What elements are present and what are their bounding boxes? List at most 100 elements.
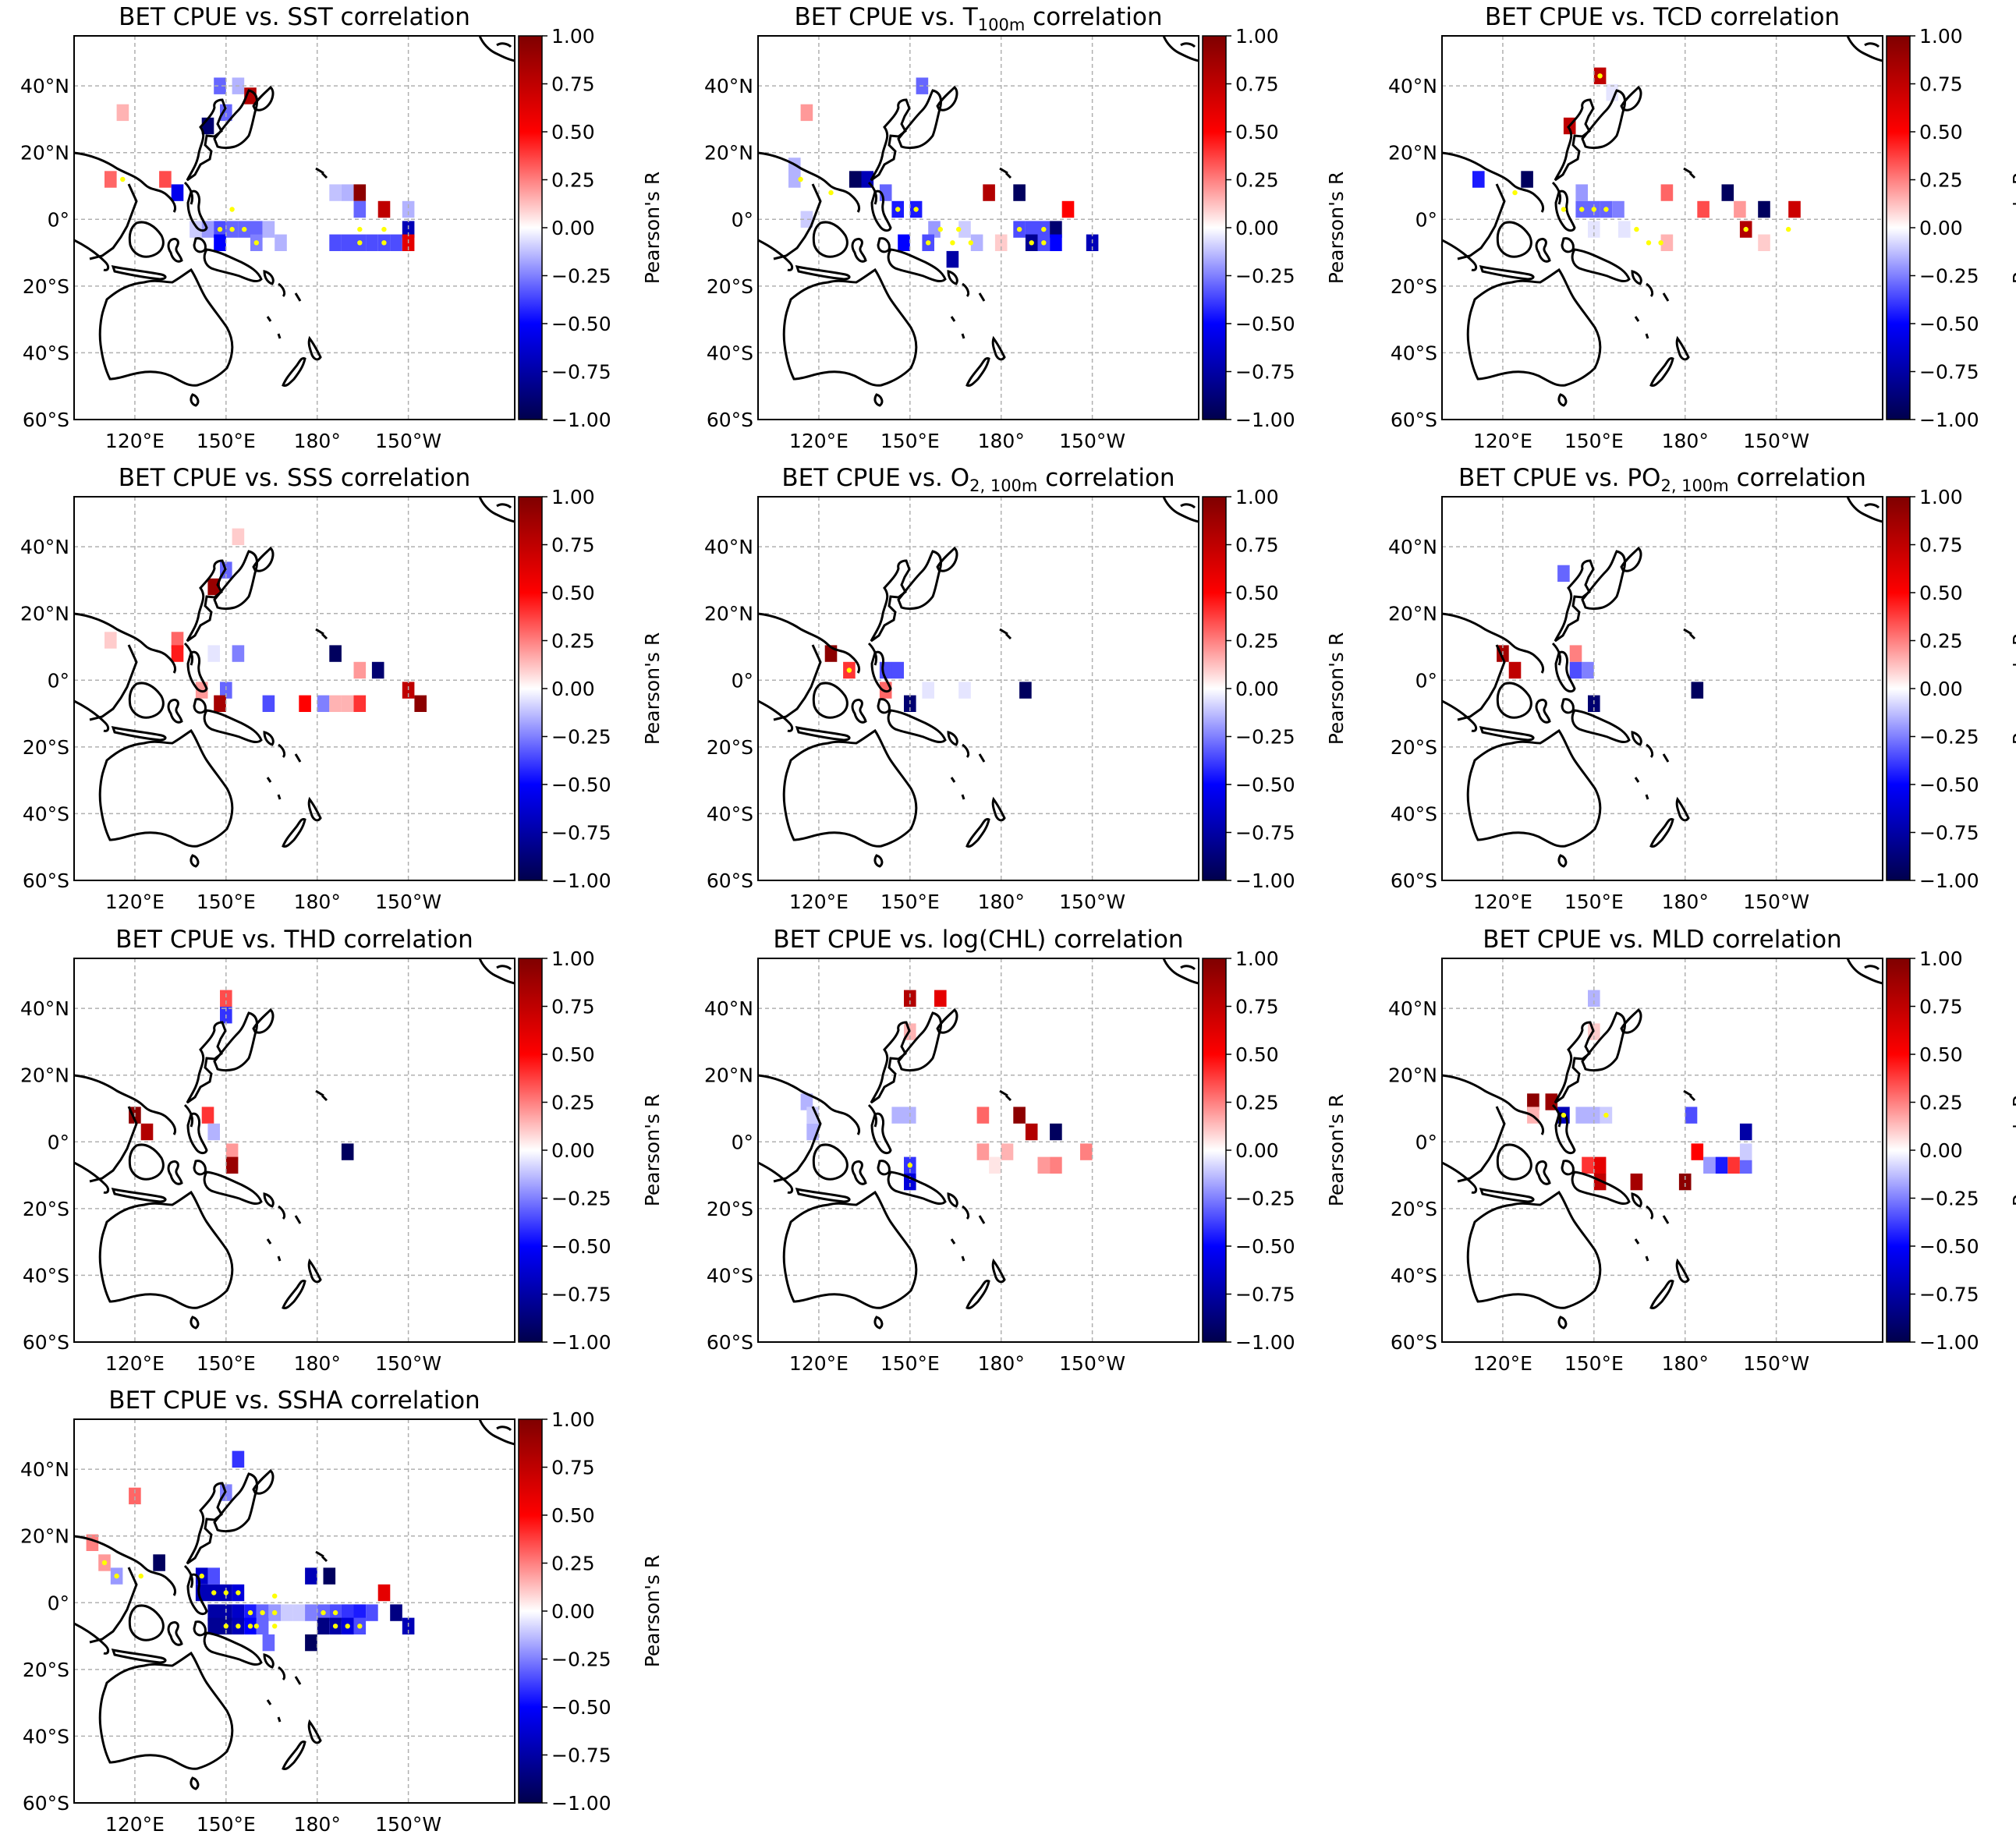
significance-dot — [242, 226, 247, 232]
significance-dot — [332, 1624, 338, 1629]
significance-dot — [260, 1610, 265, 1616]
colorbar-tick-label: −1.00 — [551, 1331, 611, 1354]
correlation-cell — [329, 184, 342, 201]
correlation-cell — [1025, 221, 1038, 238]
panel-grid: BET CPUE vs. SST correlation 120°E 150°E 18… — [20, 3, 2016, 1836]
correlation-cell — [1660, 184, 1674, 201]
colorbar-tick-label: 0.75 — [1919, 73, 1963, 96]
colorbar-tick-label: 0.25 — [551, 630, 595, 653]
colorbar-tick-label: −1.00 — [551, 869, 611, 892]
latitude-tick-label: 60°S — [23, 1792, 69, 1815]
map-background — [74, 36, 515, 420]
colorbar-tick-label: −0.25 — [551, 1188, 611, 1210]
correlation-cell — [129, 1487, 141, 1505]
correlation-cell — [1557, 565, 1570, 583]
correlation-cell — [1019, 682, 1032, 699]
map-frame — [757, 35, 1199, 420]
correlation-cell — [1080, 1143, 1093, 1160]
longitude-tick-label: 180° — [1662, 1352, 1709, 1375]
longitude-tick-label: 150°E — [1564, 891, 1624, 913]
colorbar: 1.00 0.75 0.50 0.25 0.00 −0.25 −0.50 −0.75 −1.00… — [1886, 486, 2016, 892]
significance-dot — [247, 1610, 253, 1616]
colorbar-tick-label: −0.75 — [1235, 1284, 1295, 1306]
colorbar-tick-label: −0.75 — [551, 1744, 611, 1767]
latitude-tick-label: 40°S — [707, 1264, 753, 1287]
colorbar: 1.00 0.75 0.50 0.25 0.00 −0.25 −0.50 −0.75 −1.00… — [518, 947, 664, 1354]
colorbar-tick-label: −0.50 — [551, 1235, 611, 1258]
significance-dot — [236, 1590, 241, 1595]
colorbar-tick-label: 0.50 — [1919, 1043, 1963, 1066]
correlation-cell — [317, 695, 330, 712]
longitude-tick-label: 150°W — [375, 1813, 441, 1836]
colorbar-tick-label: 0.25 — [551, 1092, 595, 1114]
colorbar-tick-label: 1.00 — [551, 947, 595, 970]
colorbar-label: Pearson's R — [641, 632, 664, 745]
latitude-tick-label: 60°S — [707, 1331, 753, 1354]
significance-dot — [272, 1593, 278, 1599]
longitude-tick-label: 120°E — [105, 1352, 165, 1375]
longitude-tick-label: 180° — [978, 1352, 1025, 1375]
correlation-cell — [262, 1634, 275, 1652]
correlation-cell — [1013, 1107, 1026, 1124]
significance-dot — [1016, 226, 1022, 232]
latitude-tick-label: 20°S — [23, 1659, 69, 1681]
correlation-cell — [1508, 661, 1522, 679]
correlation-cell — [159, 171, 172, 188]
map-area — [74, 497, 515, 880]
longitude-tick-label: 150°W — [1059, 891, 1125, 913]
latitude-tick-label: 60°S — [1391, 869, 1437, 892]
colorbar-tick-label: 0.75 — [1235, 73, 1279, 96]
map-panel: BET CPUE vs. log(CHL) correlation 120°E 15… — [704, 926, 1348, 1375]
map-background — [758, 36, 1199, 420]
latitude-tick-label: 20°N — [1388, 603, 1437, 625]
significance-dot — [236, 1624, 241, 1629]
correlation-cell — [1575, 184, 1588, 201]
longitude-tick-label: 120°E — [105, 1813, 165, 1836]
correlation-cell — [1685, 1107, 1698, 1124]
latitude-tick-label: 40°N — [1388, 997, 1437, 1020]
longitude-tick-label: 150°W — [375, 1352, 441, 1375]
significance-dot — [357, 1624, 363, 1629]
correlation-cell — [414, 695, 427, 712]
correlation-cell — [1588, 990, 1600, 1007]
panel-title-suffix: correlation — [333, 3, 470, 31]
correlation-cell — [371, 661, 384, 679]
panel-title-main: BET CPUE vs. log(CHL) — [773, 926, 1046, 954]
correlation-cell — [207, 578, 220, 596]
map-panel: BET CPUE vs. O2, 100m correlation 120°E 15… — [704, 464, 1348, 913]
colorbar-gradient — [1886, 35, 1911, 420]
longitude-tick-label: 180° — [294, 891, 341, 913]
longitude-tick-label: 180° — [294, 1813, 341, 1836]
colorbar-tick-label: 0.75 — [551, 534, 595, 557]
longitude-tick-label: 120°E — [1473, 1352, 1532, 1375]
correlation-cell — [86, 1534, 99, 1551]
correlation-cell — [105, 632, 117, 649]
significance-dot — [253, 1624, 259, 1629]
colorbar-tick-label: −0.75 — [1919, 822, 1979, 845]
latitude-tick-label: 60°S — [23, 409, 69, 431]
significance-dot — [357, 240, 363, 246]
longitude-tick-label: 120°E — [789, 430, 849, 452]
correlation-cell — [323, 1567, 336, 1585]
correlation-cell — [214, 234, 226, 251]
colorbar-tick-label: 0.00 — [1919, 217, 1963, 239]
correlation-cell — [232, 645, 245, 662]
colorbar-tick-label: 0.25 — [551, 1553, 595, 1575]
correlation-cell — [1727, 1156, 1740, 1174]
panel-title-suffix: correlation — [1702, 3, 1840, 31]
colorbar-tick-label: 1.00 — [1235, 947, 1279, 970]
correlation-cell — [1691, 682, 1704, 699]
correlation-cell — [232, 528, 245, 545]
correlation-cell — [116, 104, 129, 122]
longitude-tick-label: 150°E — [197, 1352, 256, 1375]
correlation-cell — [946, 250, 959, 268]
colorbar-tick-label: −1.00 — [1235, 1331, 1295, 1354]
correlation-cell — [281, 1604, 293, 1621]
colorbar-tick-label: −0.50 — [551, 313, 611, 335]
colorbar-tick-label: 0.00 — [551, 217, 595, 239]
latitude-tick-label: 0° — [1415, 1131, 1437, 1153]
correlation-cell — [1527, 1093, 1539, 1110]
correlation-cell — [262, 221, 275, 238]
significance-dot — [895, 207, 901, 212]
colorbar-tick-label: 0.75 — [551, 1457, 595, 1479]
